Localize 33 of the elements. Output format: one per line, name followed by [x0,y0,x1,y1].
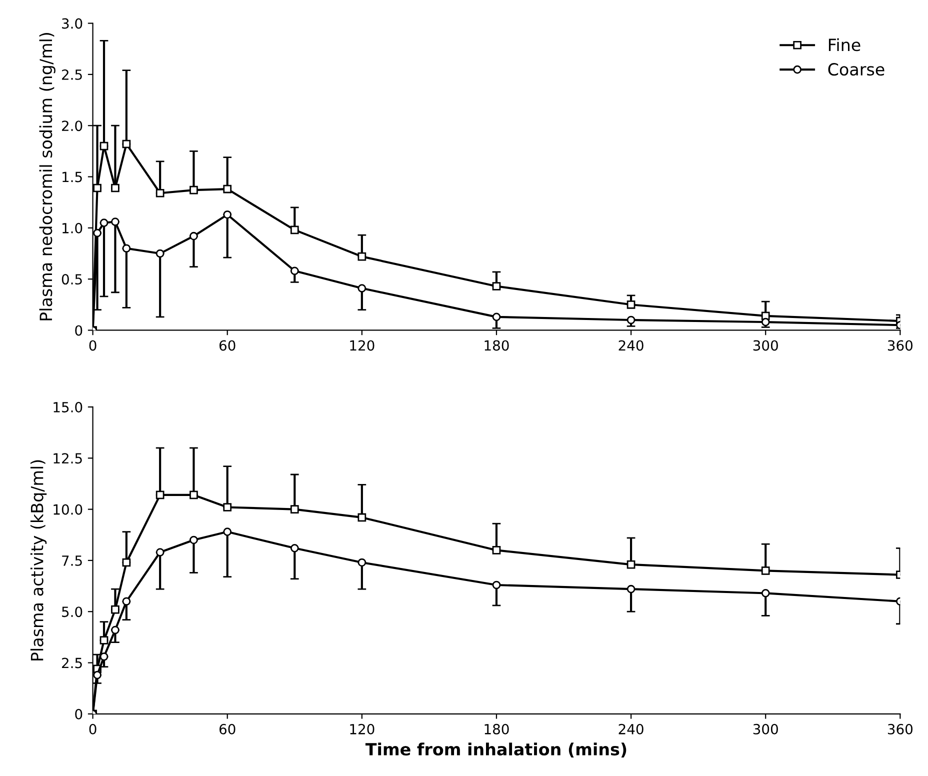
y-tick-label: 0 [75,708,82,720]
y-tick-label: 0.5 [62,274,82,285]
x-tick-label: 240 [618,340,644,351]
x-tick-label: 360 [888,340,912,351]
x-tick-label: 300 [753,340,778,351]
x-tick-label: 180 [484,340,509,351]
x-axis-title: Time from inhalation (mins) [365,742,626,758]
x-tick-label: 120 [350,340,374,351]
x-tick-label: 360 [888,724,912,734]
y-tick-label: 5.0 [62,606,82,618]
y-axis-title: Plasma nedocromil sodium (ng/ml) [39,33,56,320]
y-tick-label: 7.5 [62,556,82,566]
y-tick-label: 12.5 [54,453,82,464]
y-tick-label: 2.0 [62,120,82,132]
y-axis-title: Plasma activity (kBq/ml) [30,460,47,660]
y-tick-label: 0 [75,325,82,336]
x-tick-label: 0 [89,340,96,351]
legend-label: Coarse [828,63,884,76]
y-tick-label: 10.0 [54,504,82,515]
y-tick-label: 2.5 [62,69,82,80]
x-tick-label: 240 [618,724,644,734]
y-tick-label: 1.0 [62,222,82,234]
y-tick-label: 1.5 [62,172,82,182]
y-tick-label: 15.0 [54,402,82,412]
x-tick-label: 60 [219,724,236,734]
x-tick-label: 120 [350,724,374,734]
x-tick-label: 60 [219,340,236,351]
x-tick-label: 300 [753,724,778,734]
x-tick-label: 180 [484,724,509,734]
x-tick-label: 0 [89,724,96,734]
y-tick-label: 2.5 [62,658,82,668]
legend-label: Fine [828,38,860,52]
y-tick-label: 3.0 [62,18,82,29]
